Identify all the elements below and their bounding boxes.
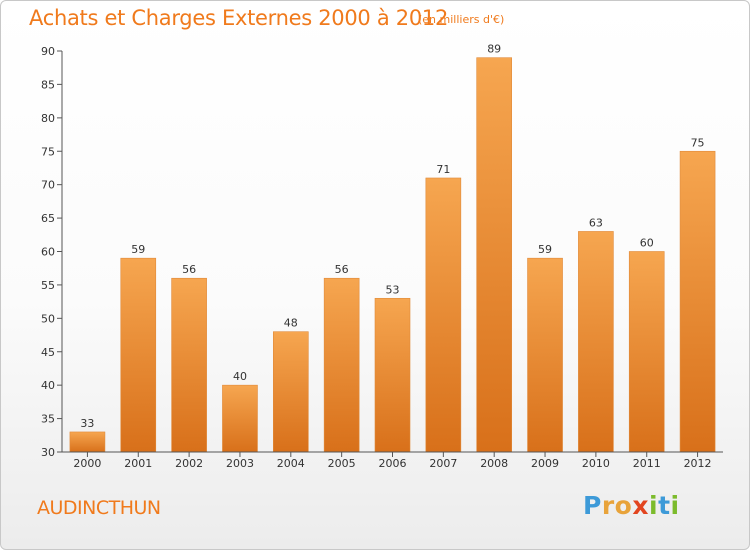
y-tick-label: 90 <box>41 45 55 58</box>
y-tick-label: 30 <box>41 446 55 459</box>
bar <box>69 431 106 453</box>
x-tick-label: 2004 <box>277 457 305 470</box>
chart-title: Achats et Charges Externes 2000 à 2012 <box>29 6 449 30</box>
bar-value-label: 71 <box>436 163 450 176</box>
x-tick-label: 2002 <box>175 457 203 470</box>
proxiti-logo: Proxiti <box>583 491 680 520</box>
y-tick-label: 40 <box>41 379 55 392</box>
commune-name: AUDINCTHUN <box>37 497 161 519</box>
bar <box>273 331 309 453</box>
bar-value-label: 63 <box>589 216 603 229</box>
y-tick-label: 80 <box>41 112 55 125</box>
bar-value-label: 48 <box>284 317 298 330</box>
x-tick-label: 2009 <box>531 457 559 470</box>
x-tick-label: 2012 <box>684 457 712 470</box>
logo-letter: t <box>658 491 671 520</box>
bar <box>578 231 614 453</box>
bar-value-label: 59 <box>538 243 552 256</box>
bar-value-label: 59 <box>131 243 145 256</box>
x-tick-label: 2008 <box>480 457 508 470</box>
y-tick-label: 50 <box>41 312 55 325</box>
logo-letter: o <box>614 491 633 520</box>
y-tick-label: 75 <box>41 145 55 158</box>
chart-subtitle: (en milliers d'€) <box>418 13 505 26</box>
bar <box>171 277 207 453</box>
x-tick-label: 2000 <box>73 457 101 470</box>
y-tick-label: 35 <box>41 413 55 426</box>
x-tick-label: 2011 <box>633 457 661 470</box>
bar <box>222 384 258 453</box>
logo-letter: i <box>670 491 680 520</box>
bar-value-label: 56 <box>335 263 349 276</box>
bar-value-label: 33 <box>80 417 94 430</box>
bar <box>679 150 716 453</box>
y-tick-label: 85 <box>41 78 55 91</box>
bar <box>628 251 665 453</box>
logo-letter: P <box>583 491 602 520</box>
x-tick-label: 2001 <box>124 457 152 470</box>
x-tick-label: 2003 <box>226 457 254 470</box>
logo-letter: r <box>601 491 615 520</box>
bar <box>476 57 512 453</box>
logo-letter: x <box>632 491 649 520</box>
bar <box>374 297 411 453</box>
bar-value-label: 56 <box>182 263 196 276</box>
y-tick-label: 55 <box>41 279 55 292</box>
bar-value-label: 60 <box>640 237 654 250</box>
bar <box>120 257 157 453</box>
bar <box>527 257 563 453</box>
bar-value-label: 75 <box>691 136 705 149</box>
x-tick-label: 2006 <box>379 457 407 470</box>
y-tick-label: 70 <box>41 179 55 192</box>
y-tick-label: 45 <box>41 346 55 359</box>
bar <box>425 177 462 453</box>
bar-value-label: 40 <box>233 370 247 383</box>
x-tick-label: 2010 <box>582 457 610 470</box>
x-tick-label: 2005 <box>328 457 356 470</box>
y-tick-label: 60 <box>41 246 55 259</box>
x-tick-label: 2007 <box>429 457 457 470</box>
bar-value-label: 89 <box>487 43 501 56</box>
bar <box>323 277 360 453</box>
bar-value-label: 53 <box>386 283 400 296</box>
y-tick-label: 65 <box>41 212 55 225</box>
logo-letter: i <box>649 491 659 520</box>
